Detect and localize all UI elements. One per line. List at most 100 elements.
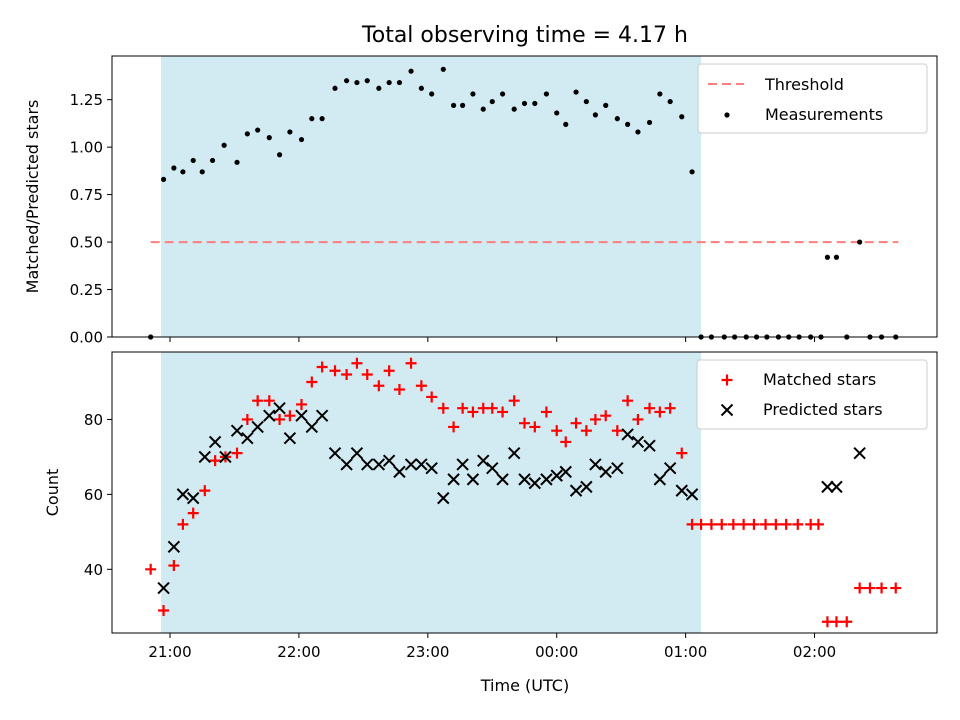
legend-matched-swatch [721,374,733,386]
matched-star-point [145,563,157,575]
matched-star-point [748,518,760,530]
measurement-point [171,165,177,171]
matched-star-point [448,421,460,433]
matched-star-point [187,507,199,519]
predicted-star-point [477,454,490,467]
matched-star-point [231,447,243,459]
matched-star-point [351,357,363,369]
measurement-point [573,89,579,95]
matched-star-point [306,376,318,388]
matched-star-point [611,425,623,437]
matched-star-point [437,402,449,414]
measurement-point [489,98,495,105]
predicted-star-point [415,458,428,471]
legend-threshold-label: Threshold [764,75,844,94]
matched-star-point [341,368,353,380]
y-tick-label: 0.25 [70,281,103,299]
predicted-star-point [496,473,509,486]
measurement-point [563,121,569,127]
predicted-star-point [437,491,450,505]
y-tick-label: 0.75 [70,186,103,204]
matched-star-point [383,365,395,377]
measurement-point [396,79,403,86]
predicted-star-point [599,465,612,479]
measurement-point [635,129,641,135]
matched-star-point [373,380,385,392]
matched-star-point [177,518,189,530]
measurement-point [429,91,435,97]
matched-star-point [241,413,253,425]
measurement-point [344,78,350,84]
measurement-point [532,100,538,107]
predicted-star-point [550,469,563,482]
matched-star-point [738,518,750,530]
predicted-star-point [518,473,531,486]
legend-measurements-label: Measurements [765,105,883,124]
matched-star-point [654,406,666,418]
measurement-point [276,152,283,158]
matched-star-point [252,395,264,407]
measurement-point [470,91,476,97]
matched-star-point [716,518,728,530]
x-tick-label: 21:00 [148,643,191,661]
predicted-star-point [241,431,254,445]
matched-star-point [393,383,405,395]
matched-star-point [705,518,717,530]
predicted-star-point [589,458,602,471]
measurement-point [418,85,424,91]
matched-star-point [316,361,328,373]
predicted-star-point [361,458,374,471]
matched-star-point [644,402,656,414]
measurement-point [319,116,325,122]
predicted-star-point [580,480,593,494]
predicted-star-point [315,409,329,422]
measurement-point [646,119,653,126]
measurement-point [364,78,370,84]
matched-star-point [263,395,275,407]
predicted-star-point [372,458,386,471]
measurement-point [583,98,589,105]
chart-title: Total observing time = 4.17 h [361,23,688,48]
matched-star-point [812,518,824,530]
x-tick-label: 23:00 [406,643,449,661]
matched-star-point [274,413,286,425]
predicted-star-point [157,581,170,595]
measurement-point [199,169,205,175]
matched-star-point [497,406,509,418]
measurement-point [298,136,305,143]
y-tick-label: 1.25 [70,91,103,109]
measurement-point [332,85,338,91]
predicted-star-point [643,439,656,452]
measurement-point [354,79,360,86]
matched-star-point [570,417,582,429]
predicted-star-point [653,473,667,486]
measurement-point [657,91,663,97]
predicted-star-point [350,446,364,460]
measurement-point [160,176,167,183]
measurement-point [376,85,382,91]
matched-star-point [760,518,772,530]
measurement-point [386,79,392,86]
ratio-panel-ylabel: Matched/Predicted stars [23,100,42,294]
predicted-star-point [393,465,406,479]
matched-star-point [560,436,572,448]
matched-star-point [854,582,866,594]
matched-star-point [589,413,601,425]
matched-star-point [519,417,530,429]
measurement-point [667,98,673,105]
measurement-point [190,157,196,164]
matched-star-point [284,410,296,422]
matched-star-point [529,421,541,433]
predicted-star-point [830,480,843,494]
measurement-point [511,106,517,112]
matched-star-point [600,410,612,422]
predicted-star-point [540,473,553,486]
matched-star-point [486,402,498,414]
measurement-point [209,157,216,164]
predicted-star-point [447,473,460,486]
matched-star-point [158,605,170,617]
measurement-point [244,131,250,137]
measurement-point [625,121,631,127]
matched-star-point [415,380,427,392]
measurement-point [554,110,560,116]
